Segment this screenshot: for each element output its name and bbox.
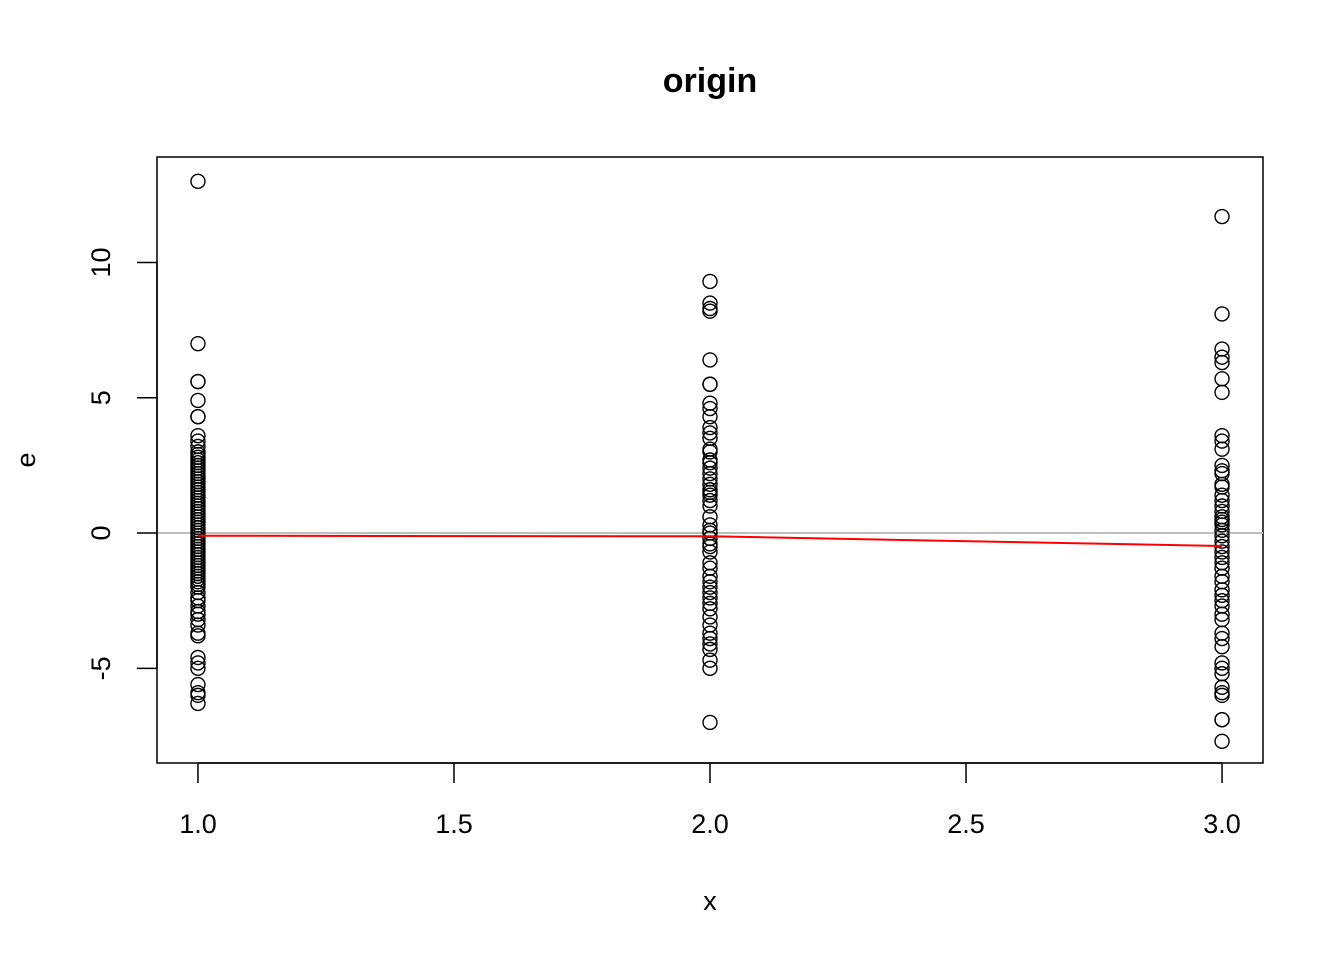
data-point [702,579,718,595]
data-point [702,295,718,311]
data-point [702,609,718,625]
data-point [1214,441,1230,457]
data-point [702,641,718,658]
data-point [702,492,718,509]
data-point [702,568,718,585]
data-point [1214,349,1230,365]
data-point [702,476,718,493]
data-point [702,487,718,503]
data-point [702,625,718,641]
data-point [190,427,206,444]
x-tick-label: 2.0 [691,809,729,839]
data-point [702,590,718,606]
data-point [1214,433,1230,449]
y-axis: -5 0 5 10 [86,247,158,680]
data-point [190,335,206,352]
data-point [1214,533,1230,549]
x-tick-label: 1.0 [179,809,217,839]
chart-title: origin [663,62,757,100]
y-tick-label: 0 [86,526,116,541]
data-point [1214,733,1230,750]
data-point [1214,549,1230,566]
data-point [190,392,206,409]
data-point [190,628,206,644]
data-point [1214,687,1230,704]
plot-frame [156,156,1264,764]
data-point [1214,384,1230,401]
data-point [702,538,718,555]
data-point [702,460,718,476]
data-point [702,376,718,392]
data-point [702,400,718,417]
data-point [702,455,718,471]
data-point [1214,582,1230,598]
data-point [1214,544,1230,560]
data-point [702,584,718,601]
trend-line [197,534,1223,548]
data-point [1214,660,1230,677]
data-point [1214,655,1230,671]
data-point [1214,487,1230,503]
data-point [190,695,206,712]
data-point [190,687,206,704]
data-point [1214,606,1230,622]
data-point [1214,517,1230,533]
data-point [1214,208,1230,225]
data-point [190,655,206,671]
data-point [1214,492,1230,509]
data-point [702,409,718,425]
x-tick-label: 1.5 [435,809,473,839]
x-axis: 1.0 1.5 2.0 2.5 3.0 [179,762,1241,839]
data-point [190,373,206,390]
data-point [1214,306,1230,322]
data-point [702,444,718,460]
data-point [1214,587,1230,603]
data-point [702,714,718,731]
data-point [702,465,718,482]
data-point [702,419,718,436]
data-point [702,509,718,525]
data-point [190,676,206,693]
data-point [1214,354,1230,371]
data-point [702,544,718,560]
data-point [702,273,718,290]
x-tick-label: 3.0 [1203,809,1241,839]
data-point [702,652,718,668]
data-point [702,425,718,441]
data-point [702,630,718,647]
x-tick-label: 2.5 [947,809,985,839]
y-axis-label: e [11,452,41,467]
y-tick-label: 5 [86,390,116,405]
data-point [1214,630,1230,647]
y-tick-label: 10 [86,247,116,277]
data-point [1214,341,1230,357]
data-point [190,617,206,633]
data-point [1214,712,1230,728]
data-point [190,649,206,666]
points-layer [190,173,1230,750]
data-point [1214,457,1230,474]
data-point [190,660,206,677]
data-point [702,617,718,633]
data-point [1214,638,1230,655]
data-point [1214,528,1230,544]
data-point [702,498,718,514]
y-tick-label: -5 [86,656,116,680]
data-point [190,606,206,622]
data-point [190,409,206,425]
data-point [190,173,206,190]
data-point [702,303,718,319]
data-point [1214,522,1230,539]
data-point [1214,679,1230,695]
data-point [702,660,718,677]
data-point [1214,371,1230,387]
trend-layer [197,534,1223,548]
data-point [702,636,718,652]
data-point [702,352,718,368]
data-point [702,601,718,617]
data-point [702,574,718,590]
x-axis-label: x [703,886,717,916]
